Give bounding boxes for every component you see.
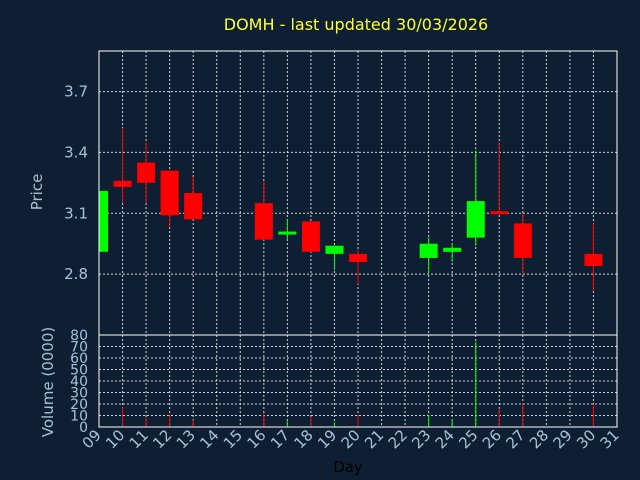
x-tick-label: 14 — [196, 426, 222, 452]
volume-tick-label: 40 — [70, 374, 88, 390]
volume-plot-frame — [98, 334, 618, 428]
x-tick-label: 24 — [432, 426, 458, 452]
candle-body — [113, 180, 132, 187]
candle-body — [184, 193, 203, 220]
candle-body — [254, 203, 273, 240]
chart-title: DOMH - last updated 30/03/2026 — [224, 15, 488, 34]
volume-tick-label: 0 — [79, 420, 88, 436]
price-panel: 2.8 3.1 3.4 3.7 — [64, 50, 618, 336]
candle — [466, 150, 485, 246]
candle-body — [584, 253, 603, 267]
volume-tick-label: 60 — [70, 351, 88, 367]
candle-body — [349, 253, 367, 262]
price-tick-label: 2.8 — [64, 265, 88, 283]
candle — [443, 243, 462, 262]
candle-body — [160, 170, 179, 216]
candle — [184, 176, 203, 220]
volume-tick-label: 20 — [70, 397, 88, 413]
candle-body — [137, 162, 156, 183]
candle-body — [419, 243, 438, 258]
candle-body — [513, 223, 532, 258]
volume-tick-label: 10 — [70, 409, 88, 425]
x-tick-label: 29 — [550, 426, 576, 452]
candle — [98, 190, 108, 252]
x-tick-label: 10 — [102, 426, 128, 452]
x-tick-label: 25 — [455, 426, 481, 452]
candle-body — [278, 231, 297, 235]
x-tick-label: 26 — [479, 426, 505, 452]
candle — [490, 142, 509, 215]
candle — [325, 245, 344, 271]
x-tick-label: 21 — [361, 426, 387, 452]
x-tick-label: 12 — [149, 426, 175, 452]
x-tick-label: 19 — [314, 426, 340, 452]
x-tick-label: 20 — [338, 426, 364, 452]
volume-axis-label: Volume (0000) — [39, 327, 57, 437]
x-tick-label: 16 — [243, 426, 269, 452]
x-tick-label: 23 — [408, 426, 434, 452]
volume-tick-label: 30 — [70, 386, 88, 402]
candle — [349, 249, 367, 285]
x-tick-label: 30 — [573, 426, 599, 452]
candle-body — [466, 201, 485, 238]
volume-tick-label: 70 — [70, 340, 88, 356]
price-tick-label: 3.7 — [64, 83, 88, 101]
candle — [254, 180, 273, 240]
candle-body — [325, 245, 344, 254]
candle — [584, 223, 603, 291]
x-tick-label: 17 — [267, 426, 293, 452]
candle — [137, 142, 156, 204]
volume-panel: 0102030405060708009101112131415161718192… — [70, 328, 623, 452]
price-axis-label: Price — [28, 174, 46, 211]
x-tick-label: 22 — [385, 426, 411, 452]
volume-tick-label: 80 — [70, 328, 88, 344]
candle — [278, 219, 297, 240]
candle — [301, 221, 320, 252]
volume-tick-label: 50 — [70, 363, 88, 379]
price-tick-label: 3.4 — [64, 143, 88, 161]
x-tick-label: 28 — [526, 426, 552, 452]
candle-body — [490, 211, 509, 215]
candle — [513, 213, 532, 275]
candle-body — [99, 190, 108, 252]
x-tick-label: 13 — [173, 426, 199, 452]
x-tick-label: 11 — [126, 426, 152, 452]
x-tick-label: 31 — [597, 426, 623, 452]
candle-body — [443, 247, 462, 252]
x-tick-label: 15 — [220, 426, 246, 452]
price-tick-label: 3.1 — [64, 204, 88, 222]
candle-body — [301, 221, 320, 252]
x-tick-label: 18 — [291, 426, 317, 452]
x-tick-label: 27 — [502, 426, 528, 452]
x-axis-label: Day — [333, 458, 363, 476]
candle — [419, 237, 438, 275]
candle — [113, 128, 132, 204]
candle — [160, 170, 179, 228]
